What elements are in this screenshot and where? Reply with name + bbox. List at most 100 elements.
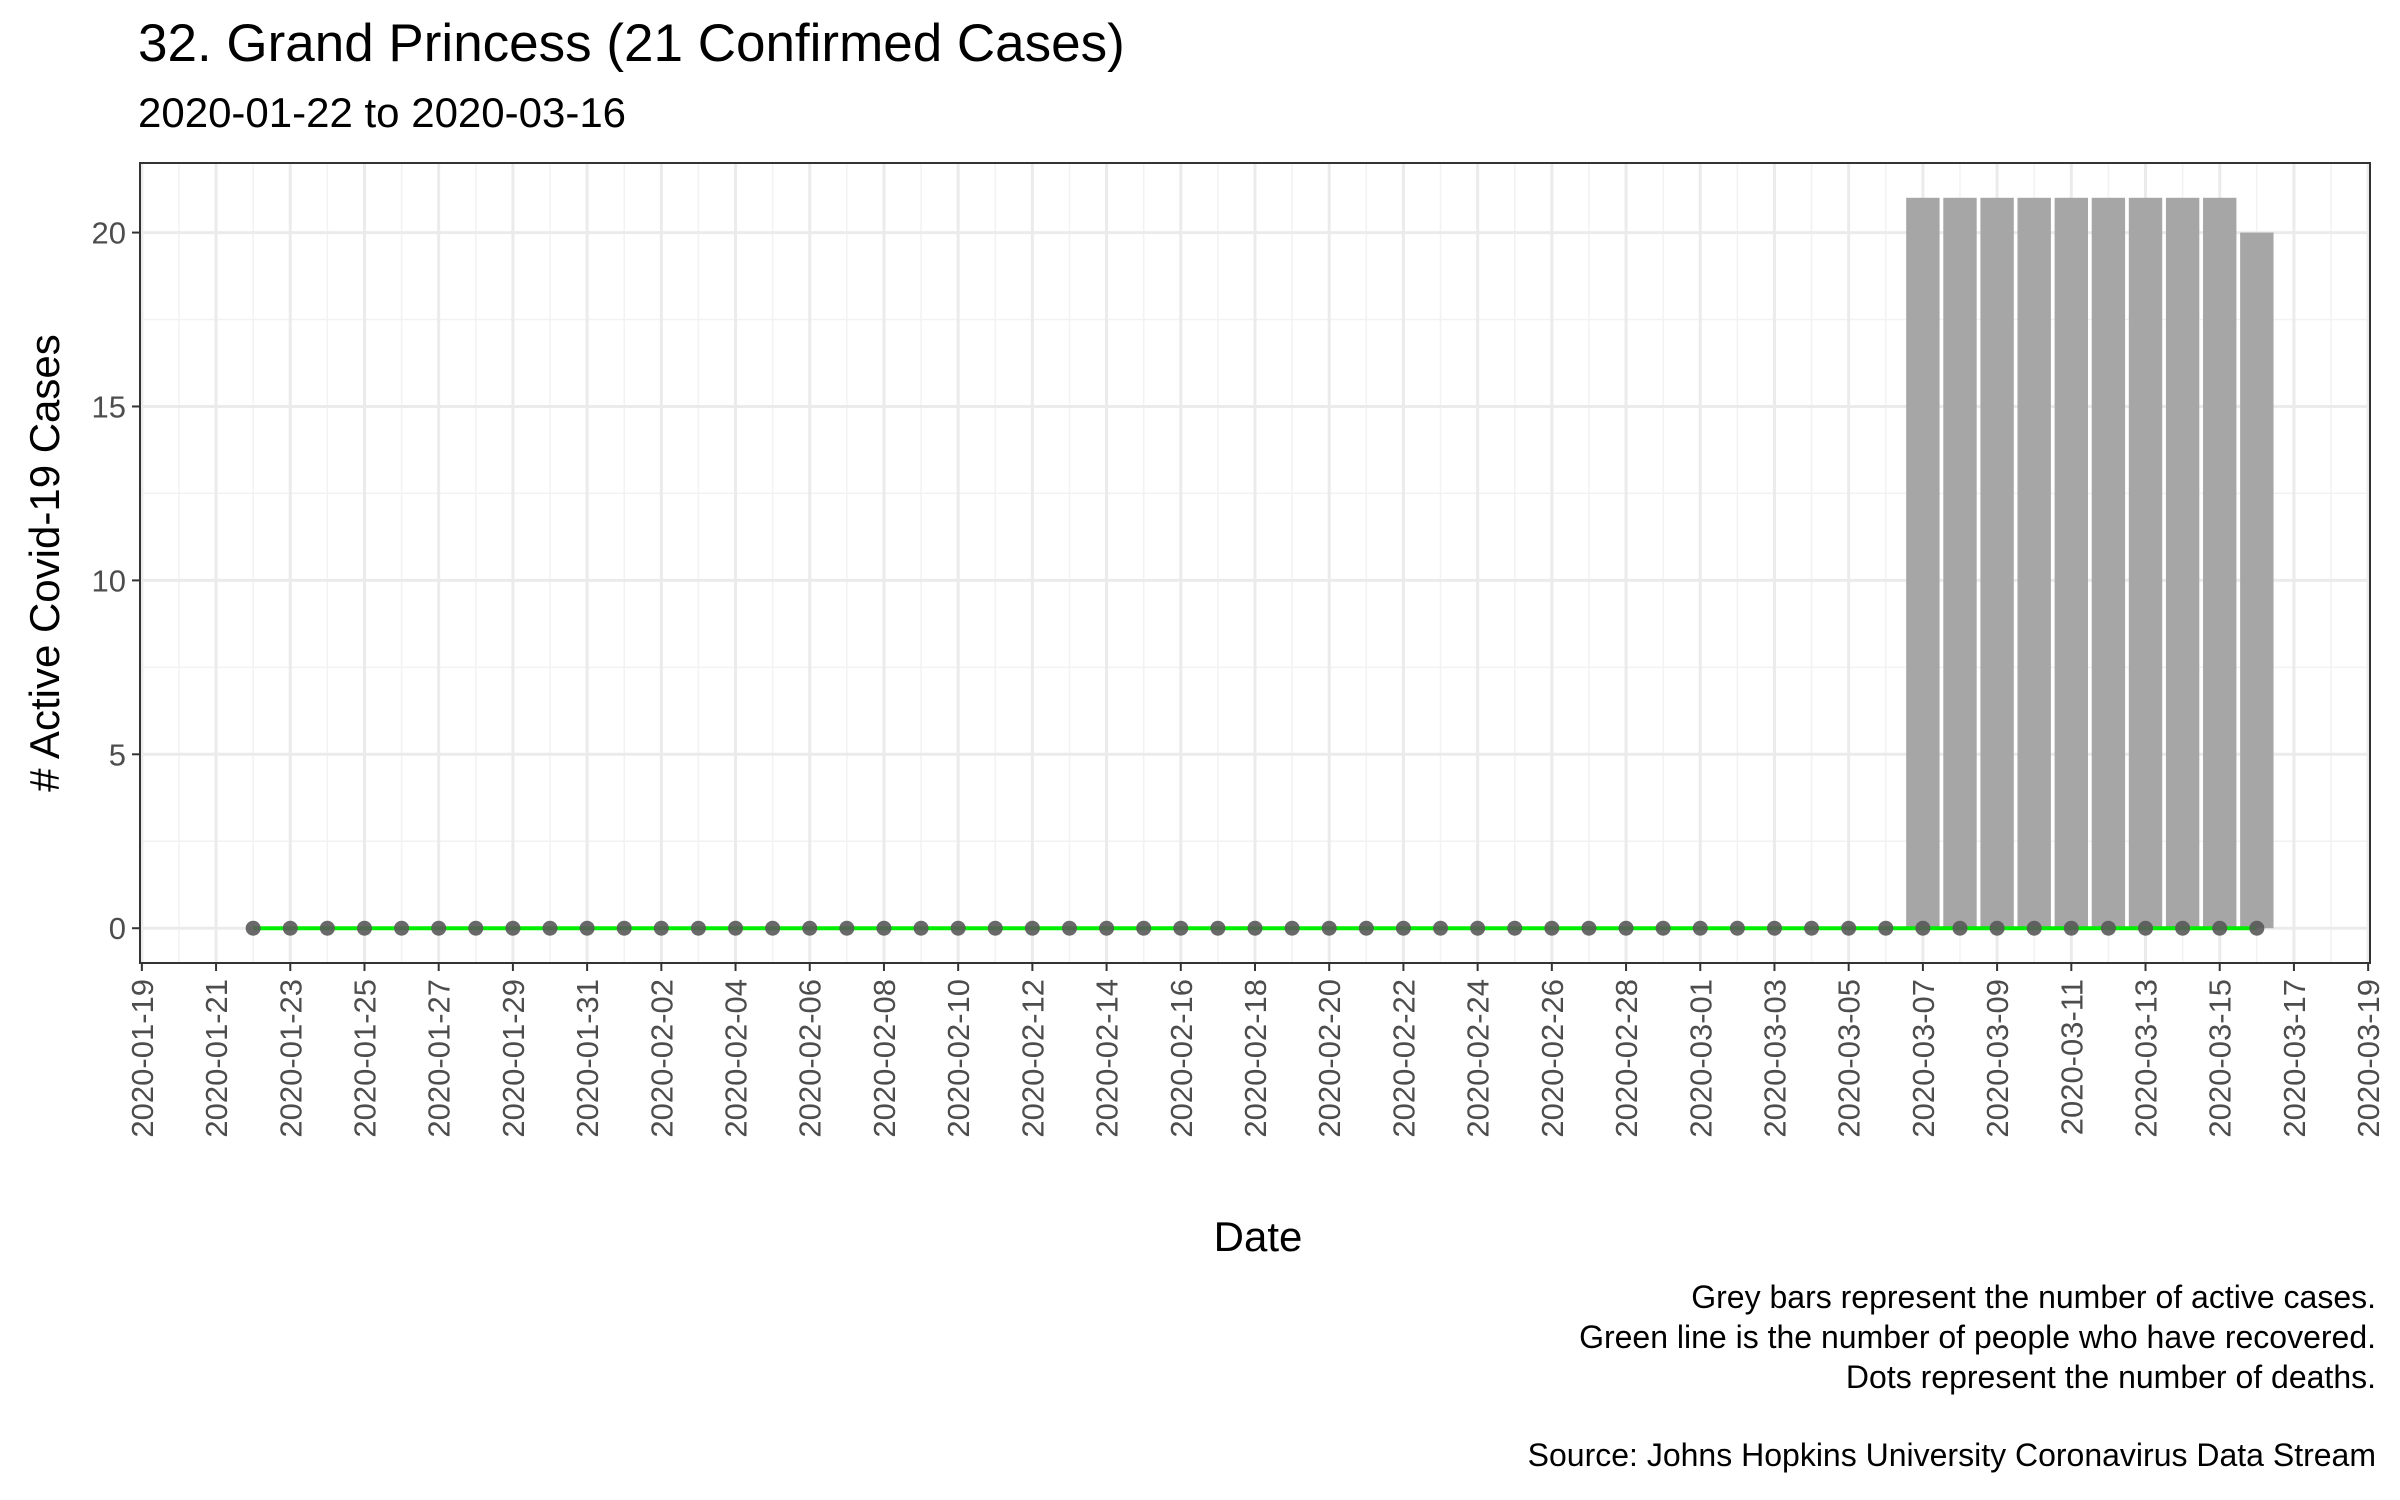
death-point bbox=[1841, 920, 1857, 936]
x-tick-label: 2020-03-09 bbox=[1980, 979, 2015, 1138]
death-point bbox=[1766, 920, 1782, 936]
active-cases-bar bbox=[2128, 197, 2163, 929]
death-point bbox=[987, 920, 1003, 936]
x-tick-label: 2020-01-29 bbox=[496, 979, 531, 1138]
x-tick-label: 2020-03-05 bbox=[1832, 979, 1867, 1138]
active-cases-bars bbox=[1906, 197, 2274, 929]
death-point bbox=[1433, 920, 1449, 936]
x-tick-label: 2020-03-19 bbox=[2351, 979, 2386, 1138]
death-point bbox=[1321, 920, 1337, 936]
death-point bbox=[876, 920, 892, 936]
death-point bbox=[356, 920, 372, 936]
death-point bbox=[1878, 920, 1894, 936]
death-point bbox=[2063, 920, 2079, 936]
caption-line-note: Green line is the number of people who h… bbox=[1579, 1319, 2376, 1355]
death-point bbox=[579, 920, 595, 936]
x-tick-label: 2020-03-03 bbox=[1757, 979, 1792, 1138]
active-cases-bar bbox=[2054, 197, 2089, 929]
x-axis: 2020-01-19 2020-01-21 2020-01-23 2020-01-25… bbox=[125, 963, 2386, 1138]
active-cases-bar bbox=[1980, 197, 2014, 929]
death-point bbox=[1247, 920, 1263, 936]
y-tick-label: 10 bbox=[92, 563, 126, 598]
death-point bbox=[1915, 920, 1931, 936]
death-point bbox=[2138, 920, 2154, 936]
death-point bbox=[802, 920, 818, 936]
death-point bbox=[1655, 920, 1671, 936]
x-tick-label: 2020-02-20 bbox=[1312, 979, 1347, 1138]
y-axis: 0 5 10 15 20 bbox=[92, 216, 140, 946]
y-tick-label: 20 bbox=[92, 216, 126, 251]
active-cases-bar bbox=[1906, 197, 1940, 929]
x-tick-label: 2020-03-15 bbox=[2203, 979, 2238, 1138]
x-tick-label: 2020-03-07 bbox=[1906, 979, 1941, 1138]
death-point bbox=[1210, 920, 1226, 936]
death-point bbox=[765, 920, 781, 936]
active-cases-bar bbox=[2240, 232, 2274, 929]
active-cases-bar bbox=[2091, 197, 2126, 929]
x-tick-label: 2020-02-22 bbox=[1386, 979, 1421, 1138]
active-cases-bar bbox=[1943, 197, 1977, 929]
y-tick-label: 15 bbox=[92, 389, 126, 424]
death-point bbox=[1618, 920, 1634, 936]
death-point bbox=[468, 920, 484, 936]
x-tick-label: 2020-02-06 bbox=[793, 979, 828, 1138]
x-tick-label: 2020-01-25 bbox=[347, 979, 382, 1138]
x-tick-label: 2020-02-10 bbox=[941, 979, 976, 1138]
x-tick-label: 2020-03-01 bbox=[1683, 979, 1718, 1138]
death-point bbox=[2212, 920, 2228, 936]
death-point bbox=[653, 920, 669, 936]
death-point bbox=[1173, 920, 1189, 936]
death-point bbox=[1395, 920, 1411, 936]
x-tick-label: 2020-01-19 bbox=[125, 979, 160, 1138]
death-point bbox=[728, 920, 744, 936]
death-point bbox=[1989, 920, 2005, 936]
y-tick-label: 0 bbox=[109, 911, 126, 946]
death-point bbox=[245, 920, 261, 936]
caption: Grey bars represent the number of active… bbox=[1528, 1277, 2376, 1475]
x-tick-label: 2020-01-31 bbox=[570, 979, 605, 1138]
x-tick-label: 2020-01-21 bbox=[199, 979, 234, 1138]
death-point bbox=[616, 920, 632, 936]
x-tick-label: 2020-02-14 bbox=[1090, 979, 1125, 1138]
x-tick-label: 2020-02-12 bbox=[1015, 979, 1050, 1138]
x-tick-label: 2020-03-11 bbox=[2054, 979, 2089, 1135]
death-point bbox=[1061, 920, 1077, 936]
death-point bbox=[542, 920, 558, 936]
death-point bbox=[1729, 920, 1745, 936]
death-point bbox=[1692, 920, 1708, 936]
x-tick-label: 2020-03-17 bbox=[2277, 979, 2312, 1138]
death-point bbox=[319, 920, 335, 936]
death-point bbox=[950, 920, 966, 936]
y-axis-title: # Active Covid-19 Cases bbox=[21, 334, 68, 792]
death-point bbox=[1581, 920, 1597, 936]
active-cases-bar bbox=[2203, 197, 2237, 929]
chart-title: 32. Grand Princess (21 Confirmed Cases) bbox=[138, 14, 1125, 73]
x-tick-label: 2020-02-04 bbox=[719, 979, 754, 1138]
caption-bars-note: Grey bars represent the number of active… bbox=[1691, 1279, 2376, 1315]
death-point bbox=[1099, 920, 1115, 936]
death-point bbox=[839, 920, 855, 936]
death-point bbox=[2100, 920, 2116, 936]
caption-dots-note: Dots represent the number of deaths. bbox=[1845, 1359, 2376, 1395]
death-point bbox=[431, 920, 447, 936]
x-axis-title: Date bbox=[1214, 1213, 1303, 1260]
death-point bbox=[2175, 920, 2191, 936]
death-point bbox=[2249, 920, 2265, 936]
death-point bbox=[1470, 920, 1486, 936]
death-point bbox=[1804, 920, 1820, 936]
x-tick-label: 2020-02-16 bbox=[1164, 979, 1199, 1138]
x-tick-label: 2020-02-08 bbox=[867, 979, 902, 1138]
x-tick-label: 2020-02-28 bbox=[1609, 979, 1644, 1138]
death-point bbox=[1507, 920, 1523, 936]
death-point bbox=[1544, 920, 1560, 936]
chart-subtitle: 2020-01-22 to 2020-03-16 bbox=[138, 89, 627, 136]
death-point bbox=[913, 920, 929, 936]
x-tick-label: 2020-02-18 bbox=[1238, 979, 1273, 1138]
y-tick-label: 5 bbox=[109, 737, 126, 772]
active-cases-bar bbox=[2165, 197, 2200, 929]
death-point bbox=[282, 920, 298, 936]
death-point bbox=[1136, 920, 1152, 936]
death-point bbox=[394, 920, 410, 936]
deaths-points bbox=[245, 920, 2265, 936]
